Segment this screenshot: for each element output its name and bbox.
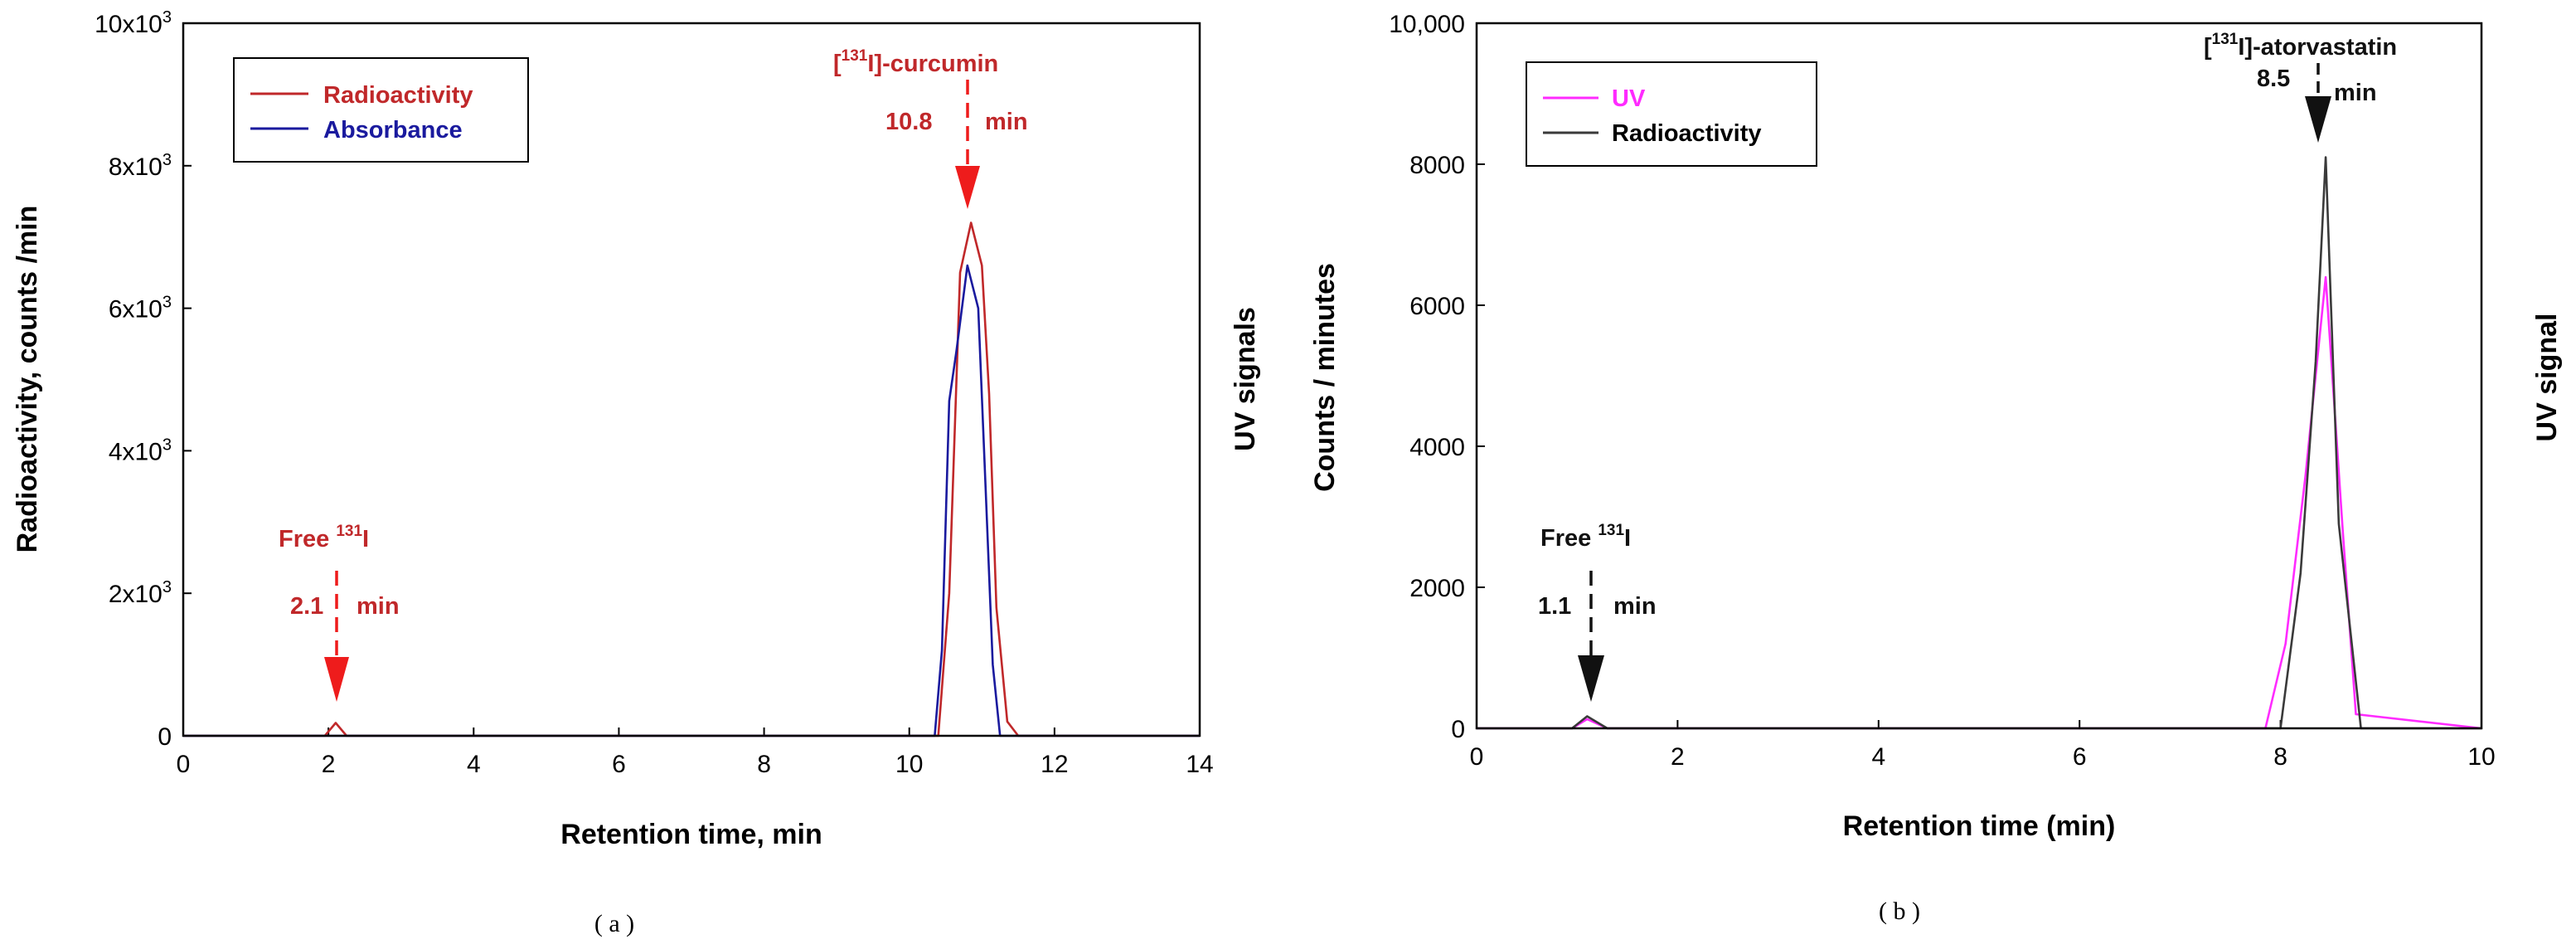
panel-b-xtick-label-3: 6 [2073, 743, 2087, 771]
panel-b-ytick-label-0: 0 [1451, 716, 1465, 743]
panel-b-annot-atorvastatin-unit: min [2334, 80, 2377, 106]
panel-b-series-uv [1477, 275, 2482, 730]
panel-b-xtick-label-1: 2 [1671, 743, 1685, 771]
panel-a-xtick-labels: 0 2 4 6 8 10 12 14 [177, 751, 1214, 778]
panel-b-legend-box [1526, 61, 1817, 167]
panel-a-legend: Radioactivity Absorbance [233, 57, 529, 163]
panel-a-legend-box [233, 57, 529, 163]
panel-b-xtick-labels: 0 2 4 6 8 10 [1470, 743, 2496, 771]
panel-a-xtick-label-1: 2 [322, 751, 336, 778]
panel-b-plot-frame [1475, 22, 2483, 730]
panel-a-legend-label-radioactivity: Radioactivity [323, 82, 473, 109]
panel-a-yaxis-title: Radioactivity, counts /min [12, 206, 43, 553]
panel-b-legend: UV Radioactivity [1526, 61, 1817, 167]
panel-a-annot-free-iodine-time: 2.1 [290, 593, 323, 620]
panel-b-caption: ( b ) [1879, 898, 1920, 925]
panel-b-annot-free-iodine-unit: min [1613, 593, 1657, 620]
panel-a-xtick-label-3: 6 [612, 751, 626, 778]
panel-b-annotations: [131I]-atorvastatin 8.5 min Free 131I 1.… [1538, 31, 2397, 702]
panel-a-ytick-labels: 0 2x103 4x103 6x103 8x103 10x103 [95, 8, 172, 751]
panel-a-annotations: [131I]-curcumin 10.8 min Free 131I 2.1 m… [279, 47, 1028, 702]
panel-a-annot-free-iodine-unit: min [357, 593, 400, 620]
panel-a-series-radioactivity [183, 221, 1200, 737]
panel-a-annot-free-iodine-arrowhead [324, 657, 349, 702]
panel-b-xaxis-title: Retention time (min) [1843, 810, 2116, 842]
panel-b-series-radioactivity [1477, 156, 2481, 730]
panel-b-ytick-label-3: 6000 [1409, 293, 1465, 320]
panel-a-plot-frame [182, 22, 1201, 737]
panel-b-annot-atorvastatin-time: 8.5 [2257, 66, 2290, 92]
panel-a-ytick-label-0: 0 [158, 723, 172, 751]
panel-b-legend-label-radioactivity: Radioactivity [1612, 120, 1762, 147]
panel-a-xtick-label-4: 8 [757, 751, 771, 778]
panel-a-xtick-label-7: 14 [1186, 751, 1213, 778]
panel-a: 0 2 4 6 8 10 12 14 02x1034x1036x1038x10310x103 … [12, 8, 1261, 937]
panel-a-annot-curcumin-label: [131I]-curcumin [833, 47, 998, 77]
panel-b: 0 2 4 6 8 10 0 2000 4000 6000 8000 10,000 UV Radio… [1309, 11, 2563, 925]
panel-b-annot-atorvastatin-label: [131I]-atorvastatin [2204, 31, 2397, 61]
panel-a-right-axis-title: UV signals [1230, 307, 1261, 451]
panel-a-xtick-label-5: 10 [895, 751, 923, 778]
panel-b-ytick-label-4: 8000 [1409, 152, 1465, 179]
panel-b-right-axis-title: UV signal [2531, 314, 2563, 442]
panel-a-annot-curcumin-unit: min [985, 109, 1028, 135]
panel-b-xtick-label-0: 0 [1470, 743, 1484, 771]
panel-b-ytick-labels: 0 2000 4000 6000 8000 10,000 [1389, 11, 1465, 743]
panel-b-legend-label-uv: UV [1612, 85, 1646, 112]
panel-b-annot-free-iodine-label: Free 131I [1540, 522, 1631, 552]
panel-a-annot-free-iodine-label: Free 131I [279, 523, 369, 552]
panel-b-ytick-label-2: 4000 [1409, 434, 1465, 461]
panel-a-caption: ( a ) [594, 910, 634, 937]
panel-a-ytick-label-3: 6x103 [109, 294, 172, 324]
panel-a-ytick-label-2: 4x103 [109, 436, 172, 465]
panel-b-annot-free-iodine-time: 1.1 [1538, 593, 1571, 620]
panel-a-xtick-label-2: 4 [467, 751, 481, 778]
panel-b-annot-free-iodine-arrowhead [1578, 655, 1604, 702]
panel-b-xtick-label-5: 10 [2467, 743, 2495, 771]
panel-b-xtick-label-2: 4 [1871, 743, 1885, 771]
panel-a-annot-curcumin-time: 10.8 [885, 109, 932, 135]
panel-b-xtick-label-4: 8 [2273, 743, 2287, 771]
panel-a-legend-label-absorbance: Absorbance [323, 117, 463, 144]
panel-a-xtick-label-6: 12 [1041, 751, 1068, 778]
panel-b-annot-atorvastatin-arrowhead [2305, 96, 2331, 143]
panel-b-ytick-label-1: 2000 [1409, 575, 1465, 602]
panel-a-ytick-label-5: 10x103 [95, 8, 172, 38]
panel-b-yaxis-title: Counts / minutes [1309, 263, 1341, 492]
panel-b-series [1477, 156, 2482, 730]
panel-a-ytick-label-4: 8x103 [109, 151, 172, 181]
panel-a-ytick-label-1: 2x103 [109, 578, 172, 608]
panel-a-xaxis-title: Retention time, min [560, 819, 822, 850]
panel-b-ytick-label-5: 10,000 [1389, 11, 1465, 38]
panel-a-xtick-label-0: 0 [177, 751, 191, 778]
panel-a-annot-curcumin-arrowhead [955, 166, 980, 209]
